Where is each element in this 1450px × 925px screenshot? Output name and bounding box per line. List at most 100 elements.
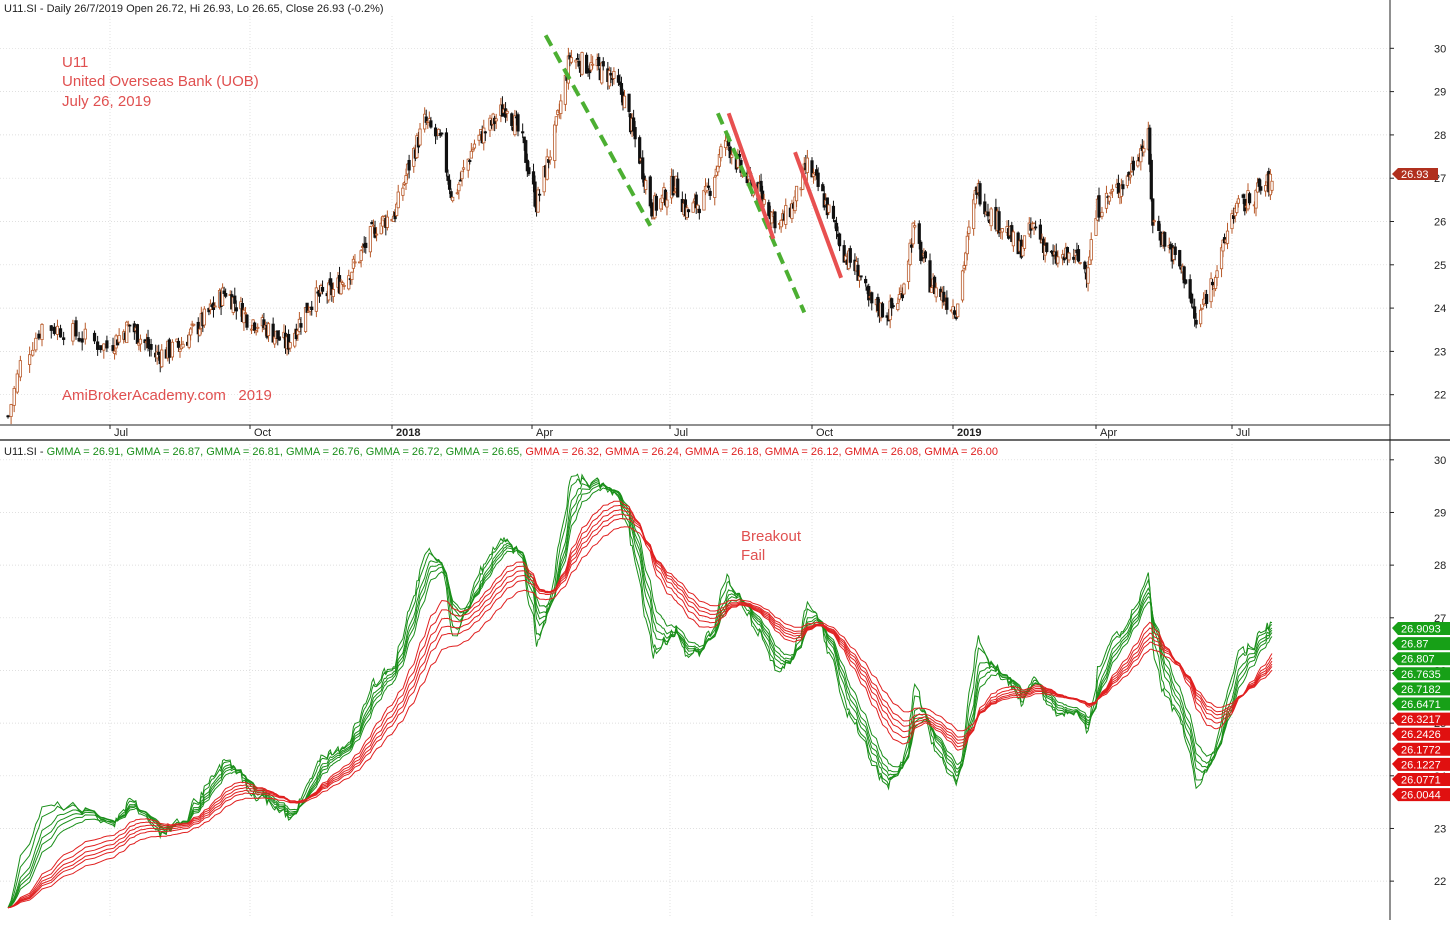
candle-body xyxy=(644,180,648,190)
candle-body xyxy=(827,204,831,213)
candle-body xyxy=(138,338,143,345)
candle-body xyxy=(242,309,246,324)
candle-body xyxy=(1131,160,1135,171)
candle-body xyxy=(125,321,129,344)
candle-body xyxy=(224,293,228,297)
candle-body xyxy=(99,345,103,351)
candle-body xyxy=(494,118,498,122)
candle-body xyxy=(616,75,621,83)
x-tick-label: 2019 xyxy=(957,427,981,439)
candle-body xyxy=(1204,294,1209,304)
candle-body xyxy=(527,167,531,175)
candle-body xyxy=(967,226,971,234)
candle-body xyxy=(730,154,734,158)
candle-body xyxy=(686,209,691,213)
candle-body xyxy=(960,270,965,301)
candle-body xyxy=(1199,309,1203,325)
candle-body xyxy=(1178,250,1182,267)
candle-body xyxy=(1142,148,1146,153)
candle-body xyxy=(773,211,777,229)
gmma-value-text: 26.1227 xyxy=(1401,759,1441,771)
candle-body xyxy=(510,113,514,126)
candle-body xyxy=(1257,178,1261,187)
gmma-value-text: 26.0771 xyxy=(1401,775,1441,787)
x-tick-label: Jul xyxy=(1236,427,1250,439)
candle-body xyxy=(934,287,938,298)
candle-body xyxy=(1109,191,1113,194)
candle-body xyxy=(449,191,453,198)
candle-body xyxy=(288,342,292,349)
candle-body xyxy=(31,349,35,356)
candle-body xyxy=(816,172,820,187)
x-tick-label: Oct xyxy=(254,427,271,439)
candle-body xyxy=(327,282,331,301)
candle-body xyxy=(584,54,589,74)
candle-body xyxy=(221,287,225,306)
candle-body xyxy=(112,350,117,354)
candle-body xyxy=(1243,198,1247,212)
candle-body xyxy=(483,131,487,134)
candle-body xyxy=(71,323,75,342)
gmma-value-box xyxy=(1392,757,1450,771)
candle-body xyxy=(249,328,254,331)
candle-body xyxy=(673,191,677,194)
gmma-header-item: GMMA = 26.08, xyxy=(845,446,925,458)
gmma-header-item: GMMA = 26.87, xyxy=(126,446,206,458)
candle-body xyxy=(1128,174,1132,178)
candle-body xyxy=(956,303,960,318)
price-ytick-label: 26 xyxy=(1434,217,1446,229)
candle-body xyxy=(913,225,917,228)
candle-body xyxy=(591,63,595,66)
annotation-ticker: U11 xyxy=(62,54,88,71)
candle-body xyxy=(911,222,915,245)
candle-body xyxy=(867,286,871,301)
candle-body xyxy=(52,326,56,334)
candle-body xyxy=(719,146,723,159)
candle-body xyxy=(759,180,763,192)
gmma-header-item: GMMA = 26.81, xyxy=(206,446,286,458)
candle-body xyxy=(213,305,217,308)
candle-body xyxy=(429,120,433,128)
candle-body xyxy=(359,250,363,261)
candle-body xyxy=(373,227,377,238)
candle-body xyxy=(837,233,842,247)
x-tick-label: 2018 xyxy=(396,427,420,439)
candle-body xyxy=(1213,276,1218,289)
candle-body xyxy=(589,62,593,71)
candle-body xyxy=(472,143,477,149)
gmma-header-item: GMMA = 26.72, xyxy=(366,446,446,458)
candle-body xyxy=(385,216,389,228)
candle-body xyxy=(762,199,766,205)
candle-body xyxy=(1190,293,1194,304)
candle-body xyxy=(910,244,914,248)
candle-body xyxy=(1086,267,1090,284)
candle-body xyxy=(942,291,946,303)
candle-body xyxy=(1056,256,1060,264)
candle-body xyxy=(821,184,825,192)
price-ytick-label: 24 xyxy=(1434,303,1446,315)
candle-body xyxy=(9,404,13,417)
dashed-trend-line xyxy=(716,112,807,314)
candle-body xyxy=(353,261,357,264)
candle-body xyxy=(458,179,463,182)
candle-body xyxy=(880,303,885,318)
candle-body xyxy=(842,245,846,263)
candle-body xyxy=(40,323,44,340)
candle-body xyxy=(471,148,475,152)
candle-body xyxy=(1067,252,1071,261)
candle-body xyxy=(55,325,60,335)
candle-body xyxy=(111,345,115,351)
candle-body xyxy=(597,56,601,67)
gmma-ytick-label: 29 xyxy=(1434,507,1446,519)
candle-body xyxy=(633,127,637,140)
candle-body xyxy=(1022,235,1027,249)
candle-body xyxy=(243,312,248,315)
candle-body xyxy=(256,326,260,329)
candle-body xyxy=(189,328,193,336)
candle-body xyxy=(609,72,613,76)
candle-body xyxy=(310,306,314,311)
price-ytick-label: 22 xyxy=(1434,390,1446,402)
candle-body xyxy=(102,343,106,351)
candle-body xyxy=(1209,278,1213,303)
gmma-value-text: 26.6471 xyxy=(1401,699,1441,711)
